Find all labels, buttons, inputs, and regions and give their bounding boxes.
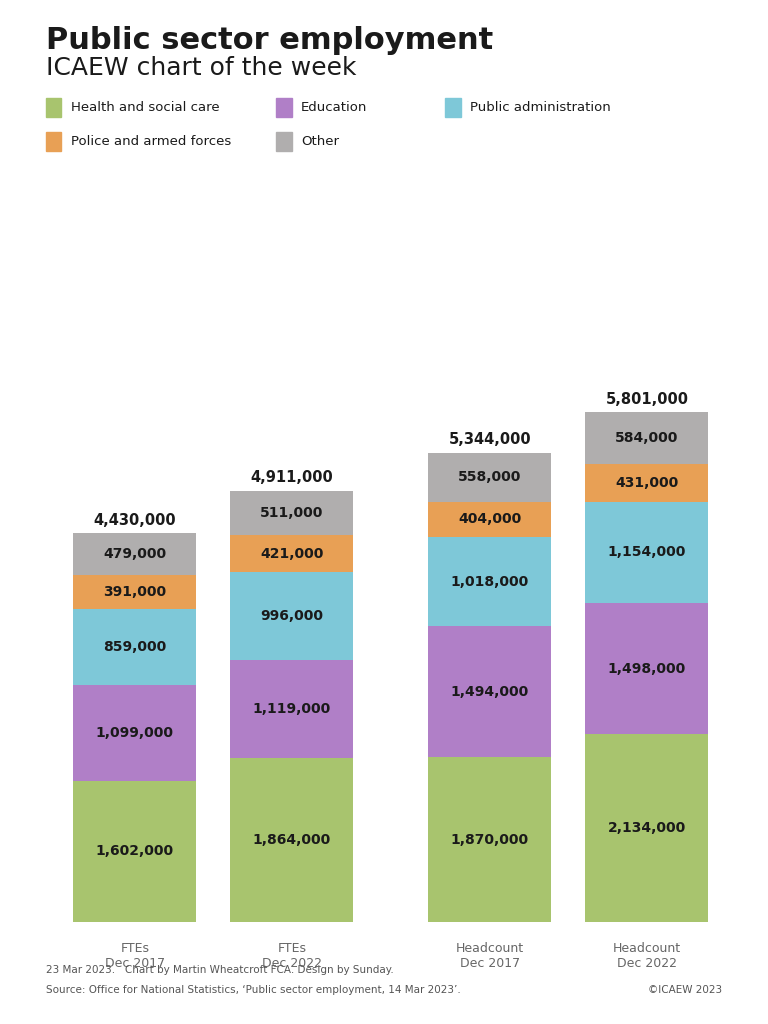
Text: 479,000: 479,000: [103, 547, 167, 561]
Text: Education: Education: [301, 101, 367, 114]
Bar: [230, 490, 353, 536]
Text: ICAEW chart of the week: ICAEW chart of the week: [46, 56, 356, 80]
Text: 1,099,000: 1,099,000: [96, 726, 174, 739]
Bar: [585, 464, 708, 502]
Bar: [585, 413, 708, 464]
Text: 5,344,000: 5,344,000: [449, 432, 531, 447]
Text: 1,119,000: 1,119,000: [253, 701, 331, 716]
Text: 431,000: 431,000: [615, 475, 678, 489]
Text: 404,000: 404,000: [458, 512, 521, 526]
Text: 4,430,000: 4,430,000: [94, 512, 176, 527]
Text: 1,498,000: 1,498,000: [607, 662, 686, 676]
Text: 421,000: 421,000: [260, 547, 323, 561]
Text: Other: Other: [301, 135, 339, 147]
Bar: [230, 758, 353, 922]
Bar: [74, 609, 197, 684]
Text: 859,000: 859,000: [103, 640, 167, 654]
Text: Public administration: Public administration: [470, 101, 611, 114]
Bar: [74, 684, 197, 781]
Text: 511,000: 511,000: [260, 506, 323, 520]
Bar: [429, 758, 551, 922]
Text: 1,870,000: 1,870,000: [451, 833, 529, 847]
Bar: [230, 572, 353, 659]
Text: 5,801,000: 5,801,000: [605, 392, 688, 408]
Bar: [74, 574, 197, 609]
Bar: [74, 781, 197, 922]
Bar: [429, 537, 551, 627]
Text: 391,000: 391,000: [103, 585, 167, 599]
Bar: [429, 627, 551, 758]
Text: 1,154,000: 1,154,000: [607, 545, 686, 559]
Text: FTEs
Dec 2017: FTEs Dec 2017: [104, 942, 165, 970]
Bar: [585, 734, 708, 922]
Bar: [585, 502, 708, 603]
Text: 23 Mar 2023.   Chart by Martin Wheatcroft FCA. Design by Sunday.: 23 Mar 2023. Chart by Martin Wheatcroft …: [46, 965, 394, 975]
Text: Headcount
Dec 2017: Headcount Dec 2017: [455, 942, 524, 970]
Text: 1,018,000: 1,018,000: [451, 574, 529, 589]
Text: 996,000: 996,000: [260, 609, 323, 623]
Bar: [230, 536, 353, 572]
Text: 1,494,000: 1,494,000: [451, 685, 529, 699]
Text: FTEs
Dec 2022: FTEs Dec 2022: [262, 942, 322, 970]
Text: Source: Office for National Statistics, ‘Public sector employment, 14 Mar 2023’.: Source: Office for National Statistics, …: [46, 985, 461, 995]
Text: 584,000: 584,000: [615, 431, 678, 445]
Text: Police and armed forces: Police and armed forces: [71, 135, 231, 147]
Bar: [585, 603, 708, 734]
Text: 558,000: 558,000: [458, 470, 521, 484]
Bar: [74, 532, 197, 574]
Text: Health and social care: Health and social care: [71, 101, 220, 114]
Text: Headcount
Dec 2022: Headcount Dec 2022: [613, 942, 681, 970]
Text: ©ICAEW 2023: ©ICAEW 2023: [647, 985, 722, 995]
Text: 4,911,000: 4,911,000: [250, 470, 333, 485]
Bar: [429, 502, 551, 537]
Text: 2,134,000: 2,134,000: [607, 821, 686, 835]
Bar: [429, 453, 551, 502]
Text: 1,602,000: 1,602,000: [96, 845, 174, 858]
Text: Public sector employment: Public sector employment: [46, 26, 493, 54]
Bar: [230, 659, 353, 758]
Text: 1,864,000: 1,864,000: [253, 833, 331, 847]
